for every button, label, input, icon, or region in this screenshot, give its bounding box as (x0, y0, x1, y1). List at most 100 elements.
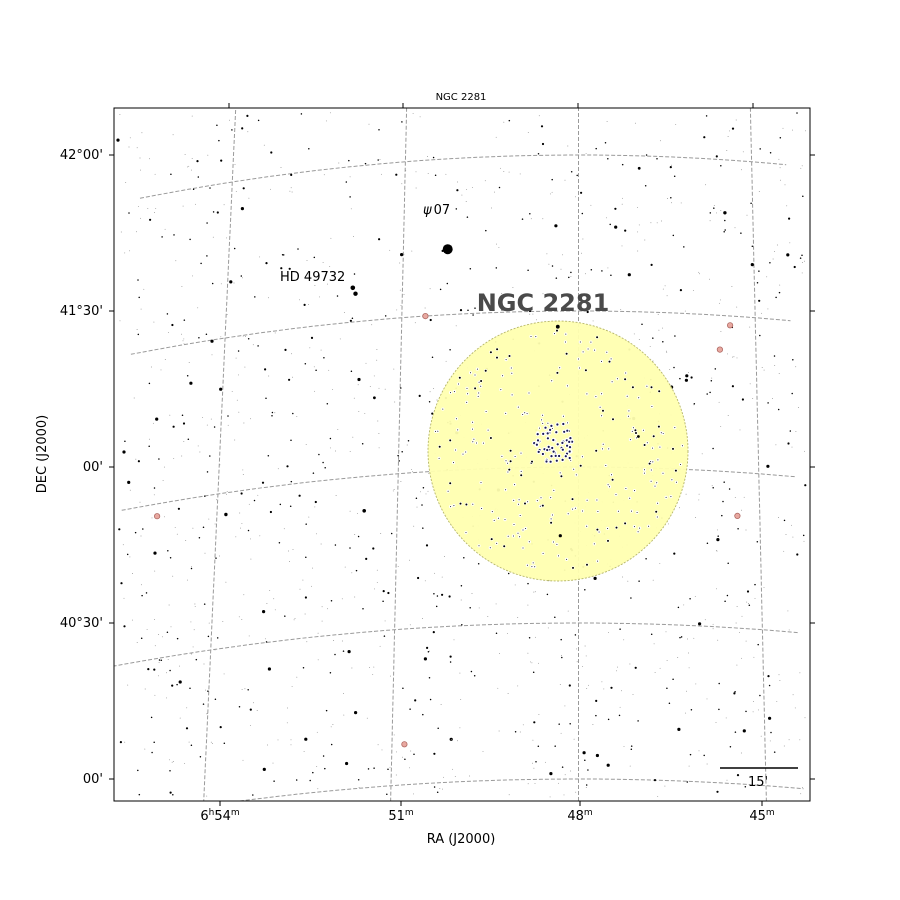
faint-star (243, 336, 244, 337)
faint-star (485, 230, 487, 232)
faint-star (187, 580, 188, 581)
cluster-star (588, 349, 589, 350)
faint-star (212, 283, 214, 285)
faint-star (242, 277, 243, 278)
faint-star (429, 677, 431, 679)
cluster-star (435, 431, 436, 432)
faint-star (153, 423, 154, 424)
faint-star (274, 412, 275, 413)
faint-star (226, 494, 227, 495)
faint-star (742, 398, 744, 400)
cluster-star (566, 559, 567, 560)
faint-star (275, 332, 276, 333)
cluster-star (511, 373, 512, 374)
faint-star (165, 359, 166, 360)
faint-star (689, 598, 691, 600)
faint-star (137, 147, 138, 148)
faint-star (710, 212, 712, 214)
faint-star (317, 788, 318, 789)
cluster-star (572, 509, 573, 510)
faint-star (387, 768, 389, 770)
faint-star (124, 441, 126, 443)
faint-star (138, 297, 140, 299)
faint-star (244, 688, 245, 689)
bright-star (224, 513, 227, 516)
faint-star (227, 491, 228, 492)
cluster-star (496, 543, 497, 544)
cluster-star (631, 511, 632, 512)
faint-star (309, 347, 310, 348)
faint-star (290, 506, 292, 508)
faint-star (554, 616, 556, 618)
faint-star (395, 174, 397, 176)
faint-star (533, 721, 535, 723)
faint-star (151, 367, 152, 368)
faint-star (728, 415, 729, 416)
cluster-star (455, 450, 456, 451)
faint-star (183, 441, 184, 442)
faint-star (153, 669, 155, 671)
faint-star (660, 140, 661, 141)
cluster-star (628, 416, 629, 417)
cluster-star (590, 342, 591, 343)
cluster-star (506, 359, 507, 360)
cluster-star (576, 474, 577, 475)
faint-star (217, 637, 219, 639)
faint-star (739, 632, 740, 633)
cluster-star (479, 545, 480, 546)
faint-star (461, 624, 463, 626)
cluster-star (534, 566, 535, 567)
cluster-star (439, 458, 440, 459)
cluster-star (600, 407, 601, 408)
faint-star (190, 621, 191, 622)
faint-star (387, 592, 389, 594)
faint-star (665, 285, 666, 286)
faint-star (508, 573, 510, 575)
faint-star (677, 728, 680, 731)
faint-star (783, 128, 784, 129)
faint-star (575, 634, 577, 636)
cluster-star (651, 470, 652, 471)
cluster-star (514, 484, 515, 485)
cluster-star (606, 352, 607, 353)
faint-star (680, 289, 682, 291)
cluster-star (498, 518, 499, 519)
faint-star (460, 309, 462, 311)
faint-star (211, 742, 212, 743)
faint-star (496, 267, 498, 269)
faint-star (243, 423, 244, 424)
faint-star (137, 770, 139, 772)
faint-star (118, 528, 120, 530)
faint-star (792, 447, 793, 448)
faint-star (132, 573, 133, 574)
faint-star (181, 286, 182, 287)
faint-star (245, 336, 246, 337)
faint-star (203, 526, 205, 528)
faint-star (241, 619, 242, 620)
faint-star (762, 367, 763, 368)
faint-star (154, 619, 155, 620)
faint-star (321, 350, 322, 351)
faint-star (520, 173, 521, 174)
faint-star (215, 699, 217, 701)
faint-star (746, 602, 747, 603)
cluster-star (603, 444, 604, 445)
faint-star (380, 159, 381, 160)
faint-star (766, 276, 767, 277)
faint-star (437, 400, 438, 401)
core-star (565, 455, 567, 457)
faint-star (607, 267, 608, 268)
faint-star (141, 595, 143, 597)
faint-star (358, 384, 359, 385)
faint-star (515, 731, 517, 733)
faint-star (679, 378, 681, 380)
faint-star (472, 187, 473, 188)
cluster-star (519, 536, 520, 537)
faint-star (312, 772, 314, 774)
faint-star (531, 218, 532, 219)
faint-star (182, 415, 184, 417)
faint-star (322, 606, 323, 607)
faint-star (212, 354, 213, 355)
faint-star (231, 129, 233, 131)
faint-star (343, 715, 344, 716)
